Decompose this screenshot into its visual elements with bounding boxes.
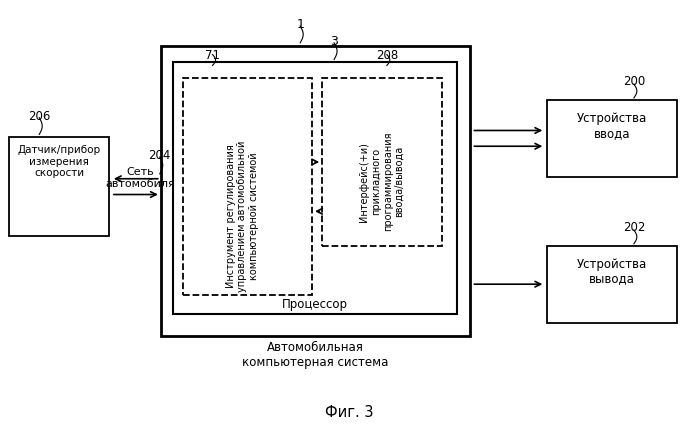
Text: Сеть
автомобиля: Сеть автомобиля (105, 167, 175, 189)
Text: Датчик/прибор
измерения
скорости: Датчик/прибор измерения скорости (17, 145, 101, 178)
Text: 71: 71 (205, 49, 220, 62)
Text: Инструмент регулирования
управлением автомобильной
компьютерной системой: Инструмент регулирования управлением авт… (226, 141, 259, 292)
Bar (547, 100, 677, 177)
Text: Устройства
вывода: Устройства вывода (577, 258, 647, 286)
Text: 204: 204 (149, 149, 171, 162)
Text: Процессор: Процессор (282, 298, 347, 311)
Text: 200: 200 (623, 75, 645, 88)
Text: 208: 208 (376, 49, 398, 62)
Text: 202: 202 (623, 221, 645, 234)
Text: Автомобильная
компьютерная система: Автомобильная компьютерная система (242, 341, 389, 369)
Bar (547, 246, 677, 323)
Bar (322, 78, 442, 246)
Text: 3: 3 (330, 35, 338, 48)
Bar (9, 137, 109, 236)
Bar (173, 62, 456, 314)
Bar (161, 46, 470, 337)
Text: 206: 206 (28, 110, 50, 123)
Text: 1: 1 (296, 18, 304, 31)
Text: Интерфейс(+и)
прикладного
программирования
ввода/вывода: Интерфейс(+и) прикладного программирован… (359, 132, 404, 232)
Text: Устройства
ввода: Устройства ввода (577, 112, 647, 140)
Bar (182, 78, 312, 295)
Text: Фиг. 3: Фиг. 3 (325, 405, 374, 420)
